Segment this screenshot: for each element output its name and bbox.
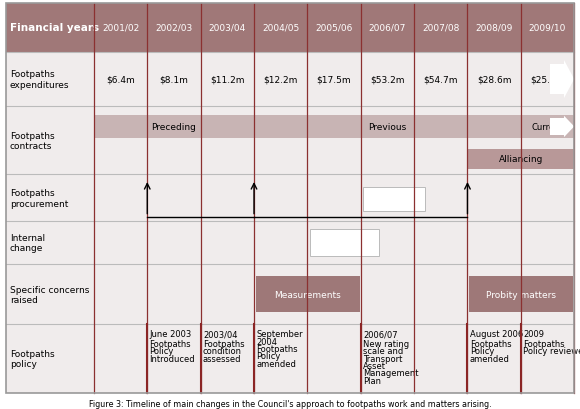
- Text: assessed: assessed: [203, 354, 241, 363]
- Text: Internal
change: Internal change: [10, 234, 45, 253]
- Bar: [469, 276, 573, 312]
- Bar: [6, 264, 574, 325]
- Polygon shape: [564, 61, 574, 99]
- Bar: [254, 116, 521, 138]
- Text: scale and: scale and: [363, 346, 403, 355]
- Bar: [6, 4, 574, 53]
- Text: amended: amended: [470, 354, 510, 363]
- Bar: [6, 222, 574, 265]
- Text: $25.5m: $25.5m: [530, 75, 565, 84]
- Text: 2003/04: 2003/04: [203, 329, 237, 338]
- Text: Policy reviewed: Policy reviewed: [523, 346, 580, 355]
- Text: Footpaths
procurement: Footpaths procurement: [10, 189, 68, 208]
- Text: condition: condition: [203, 346, 242, 355]
- Text: 2004/05: 2004/05: [262, 24, 299, 33]
- Text: 2001/02: 2001/02: [102, 24, 139, 33]
- Bar: [521, 116, 574, 138]
- Text: $54.7m: $54.7m: [423, 75, 458, 84]
- Text: 2003/04: 2003/04: [209, 24, 246, 33]
- Text: Management: Management: [363, 369, 419, 378]
- Bar: [6, 325, 574, 393]
- Text: $12.2m: $12.2m: [263, 75, 298, 84]
- Text: 2004: 2004: [256, 337, 277, 346]
- Text: Transport: Transport: [363, 354, 403, 363]
- Text: Plan: Plan: [363, 376, 381, 385]
- Text: $11.2m: $11.2m: [210, 75, 245, 84]
- Text: Figure 3: Timeline of main changes in the Council's approach to footpaths work a: Figure 3: Timeline of main changes in th…: [89, 399, 491, 408]
- Text: $53.2m: $53.2m: [370, 75, 405, 84]
- Text: Policy: Policy: [470, 346, 494, 355]
- Text: Footpaths: Footpaths: [256, 344, 298, 353]
- Text: Footpaths: Footpaths: [523, 339, 565, 348]
- Text: Policy: Policy: [150, 346, 174, 355]
- Text: Footpaths: Footpaths: [203, 339, 245, 348]
- Bar: [310, 230, 379, 256]
- Text: Tender
processes: Tender processes: [373, 190, 415, 209]
- Text: Measurements: Measurements: [274, 290, 341, 299]
- Text: amended: amended: [256, 359, 296, 368]
- Text: Footpaths
contracts: Footpaths contracts: [10, 131, 55, 151]
- Text: August 2006: August 2006: [470, 329, 523, 338]
- Text: $28.6m: $28.6m: [477, 75, 512, 84]
- Text: 2007/08: 2007/08: [422, 24, 459, 33]
- Text: Preceding: Preceding: [151, 123, 197, 132]
- Text: 2008/09: 2008/09: [476, 24, 513, 33]
- Text: Alliancing: Alliancing: [499, 155, 543, 164]
- Text: $8.1m: $8.1m: [160, 75, 188, 84]
- Text: Footpaths
expenditures: Footpaths expenditures: [10, 70, 69, 90]
- Text: Asset: Asset: [363, 361, 386, 370]
- Text: Footpaths: Footpaths: [470, 339, 512, 348]
- Text: Current: Current: [532, 123, 563, 132]
- Text: Probity matters: Probity matters: [486, 290, 556, 299]
- Text: Specific concerns
raised: Specific concerns raised: [10, 285, 89, 304]
- Text: June 2003: June 2003: [150, 329, 192, 338]
- Text: Footpaths: Footpaths: [150, 339, 191, 348]
- Bar: [6, 107, 574, 175]
- Text: $17.5m: $17.5m: [317, 75, 351, 84]
- Text: Footpaths
policy: Footpaths policy: [10, 349, 55, 369]
- Text: Realignment
project: Realignment project: [318, 234, 371, 253]
- Text: 2006/07: 2006/07: [363, 329, 398, 338]
- Polygon shape: [564, 117, 574, 138]
- Text: 2009/10: 2009/10: [529, 24, 566, 33]
- Bar: [550, 65, 564, 95]
- Text: Introduced: Introduced: [150, 354, 195, 363]
- Bar: [256, 276, 360, 312]
- Text: 2002/03: 2002/03: [155, 24, 193, 33]
- Text: Previous: Previous: [368, 123, 407, 132]
- Bar: [94, 116, 254, 138]
- Text: 2006/07: 2006/07: [369, 24, 406, 33]
- Text: $6.4m: $6.4m: [106, 75, 135, 84]
- Text: September: September: [256, 329, 303, 338]
- Bar: [364, 187, 425, 211]
- Text: Financial years: Financial years: [10, 23, 99, 34]
- Text: 2009: 2009: [523, 329, 544, 338]
- Bar: [467, 149, 574, 170]
- Text: 2005/06: 2005/06: [316, 24, 353, 33]
- Bar: [550, 119, 564, 135]
- Text: Policy: Policy: [256, 351, 281, 360]
- Text: New rating: New rating: [363, 339, 409, 348]
- Bar: [6, 53, 574, 107]
- Bar: [6, 175, 574, 222]
